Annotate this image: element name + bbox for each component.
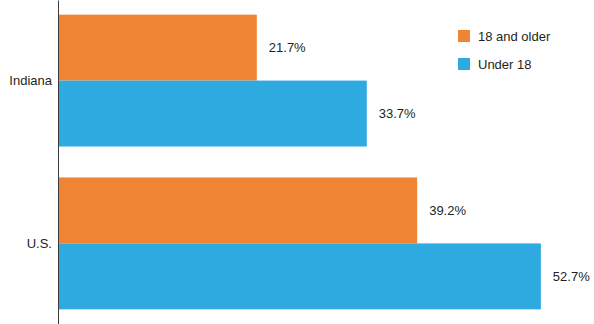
legend-label: 18 and older — [478, 29, 551, 44]
data-labels: 21.7% 39.2% 33.7% 52.7% — [269, 40, 590, 284]
bars — [58, 15, 541, 310]
legend-swatch — [458, 58, 470, 70]
tick: U.S. — [27, 236, 52, 251]
data-label: 52.7% — [553, 269, 590, 284]
tick-label: Indiana — [9, 73, 52, 88]
tick-label: U.S. — [27, 236, 52, 251]
plot: 21.7% 39.2% 33.7% 52.7% Indiana U.S. — [9, 1, 590, 324]
bar — [58, 243, 541, 309]
legend-item: Under 18 — [458, 57, 531, 72]
y-axis: Indiana U.S. — [9, 1, 58, 324]
legend: 18 and older Under 18 — [458, 29, 551, 72]
data-label: 21.7% — [269, 40, 306, 55]
tick: Indiana — [9, 73, 52, 88]
bar — [58, 15, 257, 81]
legend-item: 18 and older — [458, 29, 551, 44]
legend-swatch — [458, 30, 470, 42]
chart: 21.7% 39.2% 33.7% 52.7% Indiana U.S. 18 and ol… — [0, 0, 594, 324]
data-label: 39.2% — [429, 203, 466, 218]
data-label: 33.7% — [379, 106, 416, 121]
axis-line — [58, 1, 59, 324]
bar — [58, 81, 367, 147]
legend-label: Under 18 — [478, 57, 531, 72]
bar — [58, 177, 417, 243]
